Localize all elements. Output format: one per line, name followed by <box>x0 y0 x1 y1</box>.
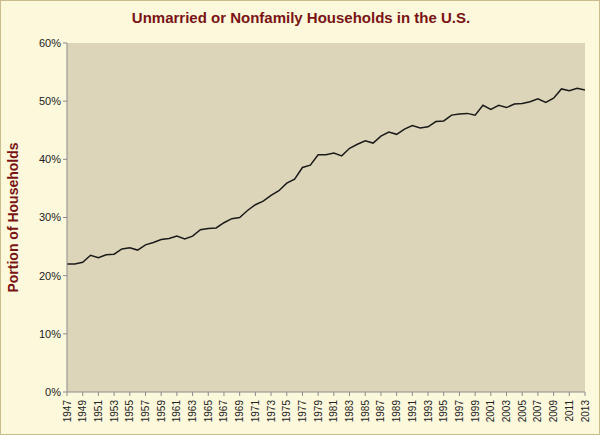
svg-text:50%: 50% <box>39 95 61 107</box>
svg-text:1959: 1959 <box>156 400 167 423</box>
svg-text:1977: 1977 <box>297 400 308 423</box>
svg-text:1991: 1991 <box>407 400 418 423</box>
svg-text:1987: 1987 <box>375 400 386 423</box>
svg-text:1953: 1953 <box>109 400 120 423</box>
svg-text:1967: 1967 <box>218 400 229 423</box>
svg-text:1981: 1981 <box>328 400 339 423</box>
svg-text:2009: 2009 <box>548 400 559 423</box>
svg-text:1995: 1995 <box>438 400 449 423</box>
svg-text:1963: 1963 <box>187 400 198 423</box>
svg-text:2013: 2013 <box>580 400 591 423</box>
html-text:Unmarried or Nonfamily Househo: Unmarried or Nonfamily Households in the… <box>131 9 471 26</box>
svg-text:30%: 30% <box>39 211 61 223</box>
svg-text:40%: 40% <box>39 153 61 165</box>
svg-text:1993: 1993 <box>423 400 434 423</box>
svg-text:60%: 60% <box>39 37 61 49</box>
svg-text:1965: 1965 <box>203 400 214 423</box>
svg-text:1999: 1999 <box>470 400 481 423</box>
svg-text:2007: 2007 <box>532 400 543 423</box>
svg-text:1989: 1989 <box>391 400 402 423</box>
svg-text:1947: 1947 <box>62 400 73 423</box>
svg-text:1957: 1957 <box>140 400 151 423</box>
svg-text:20%: 20% <box>39 270 61 282</box>
svg-text:1969: 1969 <box>234 400 245 423</box>
svg-text:1973: 1973 <box>266 400 277 423</box>
svg-text:1971: 1971 <box>250 400 261 423</box>
svg-text:1979: 1979 <box>313 400 324 423</box>
svg-text:1983: 1983 <box>344 400 355 423</box>
svg-text:2001: 2001 <box>485 400 496 423</box>
svg-text:1975: 1975 <box>281 400 292 423</box>
svg-text:2011: 2011 <box>564 400 575 422</box>
svg-text:2003: 2003 <box>501 400 512 423</box>
svg-text:1951: 1951 <box>93 400 104 423</box>
svg-text:1985: 1985 <box>360 400 371 423</box>
svg-text:1955: 1955 <box>124 400 135 423</box>
svg-text:1961: 1961 <box>171 400 182 423</box>
svg-text:1997: 1997 <box>454 400 465 423</box>
svg-text:2005: 2005 <box>517 400 528 423</box>
svg-text:10%: 10% <box>39 328 61 340</box>
svg-text:1949: 1949 <box>77 400 88 423</box>
svg-text:0%: 0% <box>45 386 61 398</box>
svg-text:Portion of Households: Portion of Households <box>8 142 21 292</box>
